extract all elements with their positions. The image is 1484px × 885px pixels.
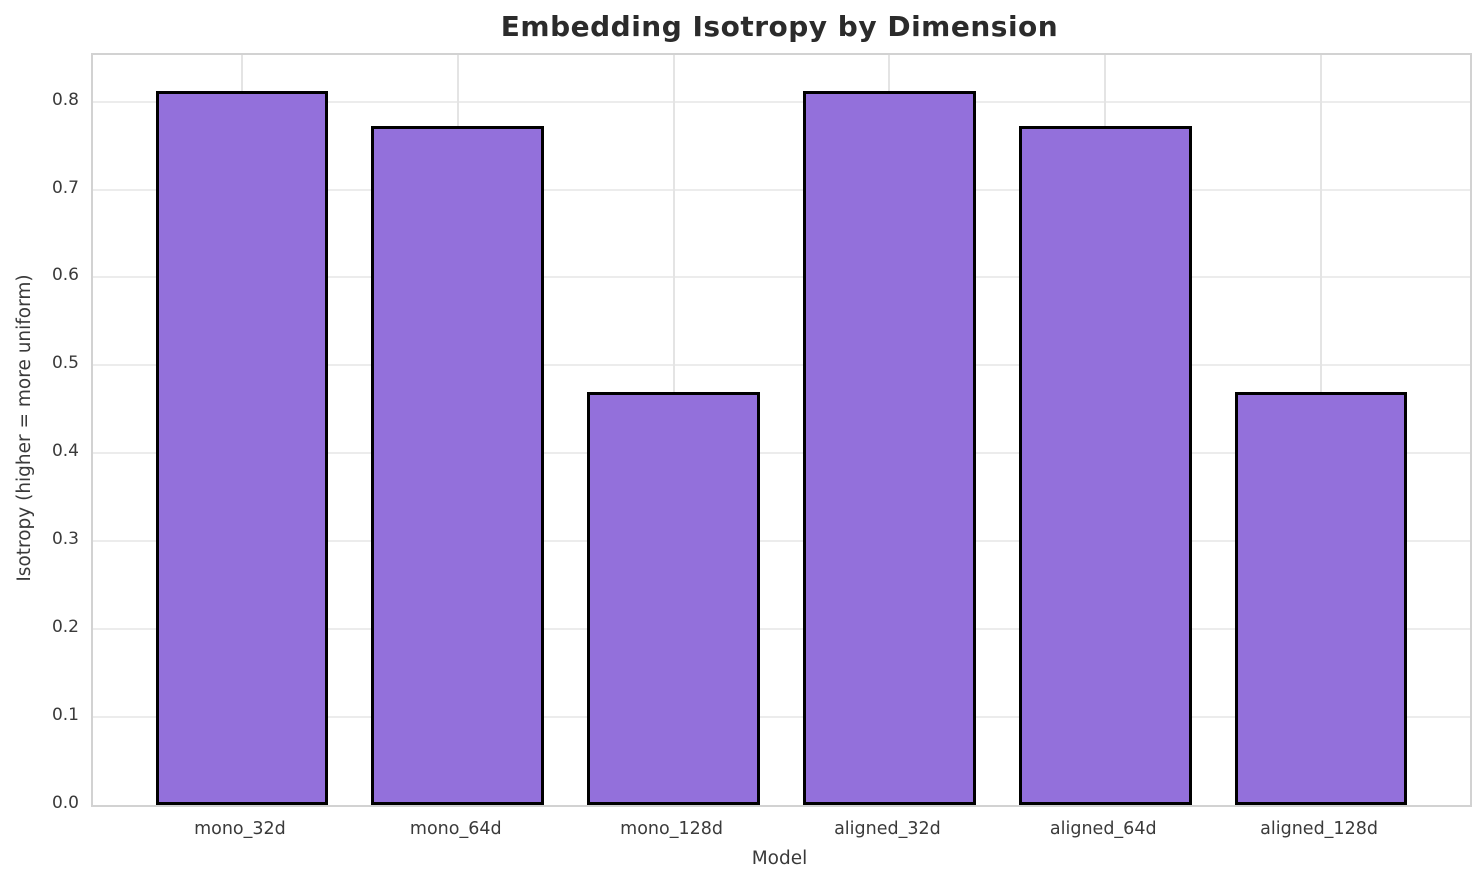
bar-mono_32d: [155, 91, 329, 805]
y-tick-label: 0.5: [51, 353, 79, 374]
y-gridline: [93, 364, 1470, 367]
y-tick-label: 0.7: [51, 177, 79, 198]
bar-mono_64d: [371, 126, 545, 805]
y-gridline: [93, 188, 1470, 191]
y-tick-label: 0.1: [51, 705, 79, 726]
y-tick-label: 0.4: [51, 441, 79, 462]
x-tick-label-mono_32d: mono_32d: [194, 819, 286, 839]
y-gridline: [93, 540, 1470, 543]
y-tick-label: 0.8: [51, 89, 79, 110]
bar-aligned_32d: [803, 91, 976, 805]
bar-mono_128d: [587, 391, 760, 805]
y-gridline: [93, 628, 1470, 631]
y-gridline: [93, 452, 1470, 455]
y-tick-label: 0.2: [51, 617, 79, 638]
y-gridline: [93, 276, 1470, 279]
bar-aligned_64d: [1018, 126, 1192, 805]
x-axis-label: Model: [751, 848, 808, 869]
y-gridline: [93, 716, 1470, 719]
y-gridline: [93, 100, 1470, 103]
x-tick-label-mono_64d: mono_64d: [409, 819, 502, 839]
x-tick-label-aligned_64d: aligned_64d: [1049, 819, 1157, 839]
x-tick-label-mono_128d: mono_128d: [620, 819, 723, 839]
x-tick-label-aligned_32d: aligned_32d: [834, 819, 941, 839]
x-tick-label-aligned_128d: aligned_128d: [1260, 819, 1378, 839]
y-tick-label: 0.6: [51, 265, 79, 286]
chart-title: Embedding Isotropy by Dimension: [500, 10, 1059, 43]
bar-aligned_128d: [1234, 391, 1408, 805]
plot-area: [91, 53, 1472, 807]
y-tick-label: 0.0: [51, 793, 79, 813]
y-tick-label: 0.3: [51, 529, 79, 550]
